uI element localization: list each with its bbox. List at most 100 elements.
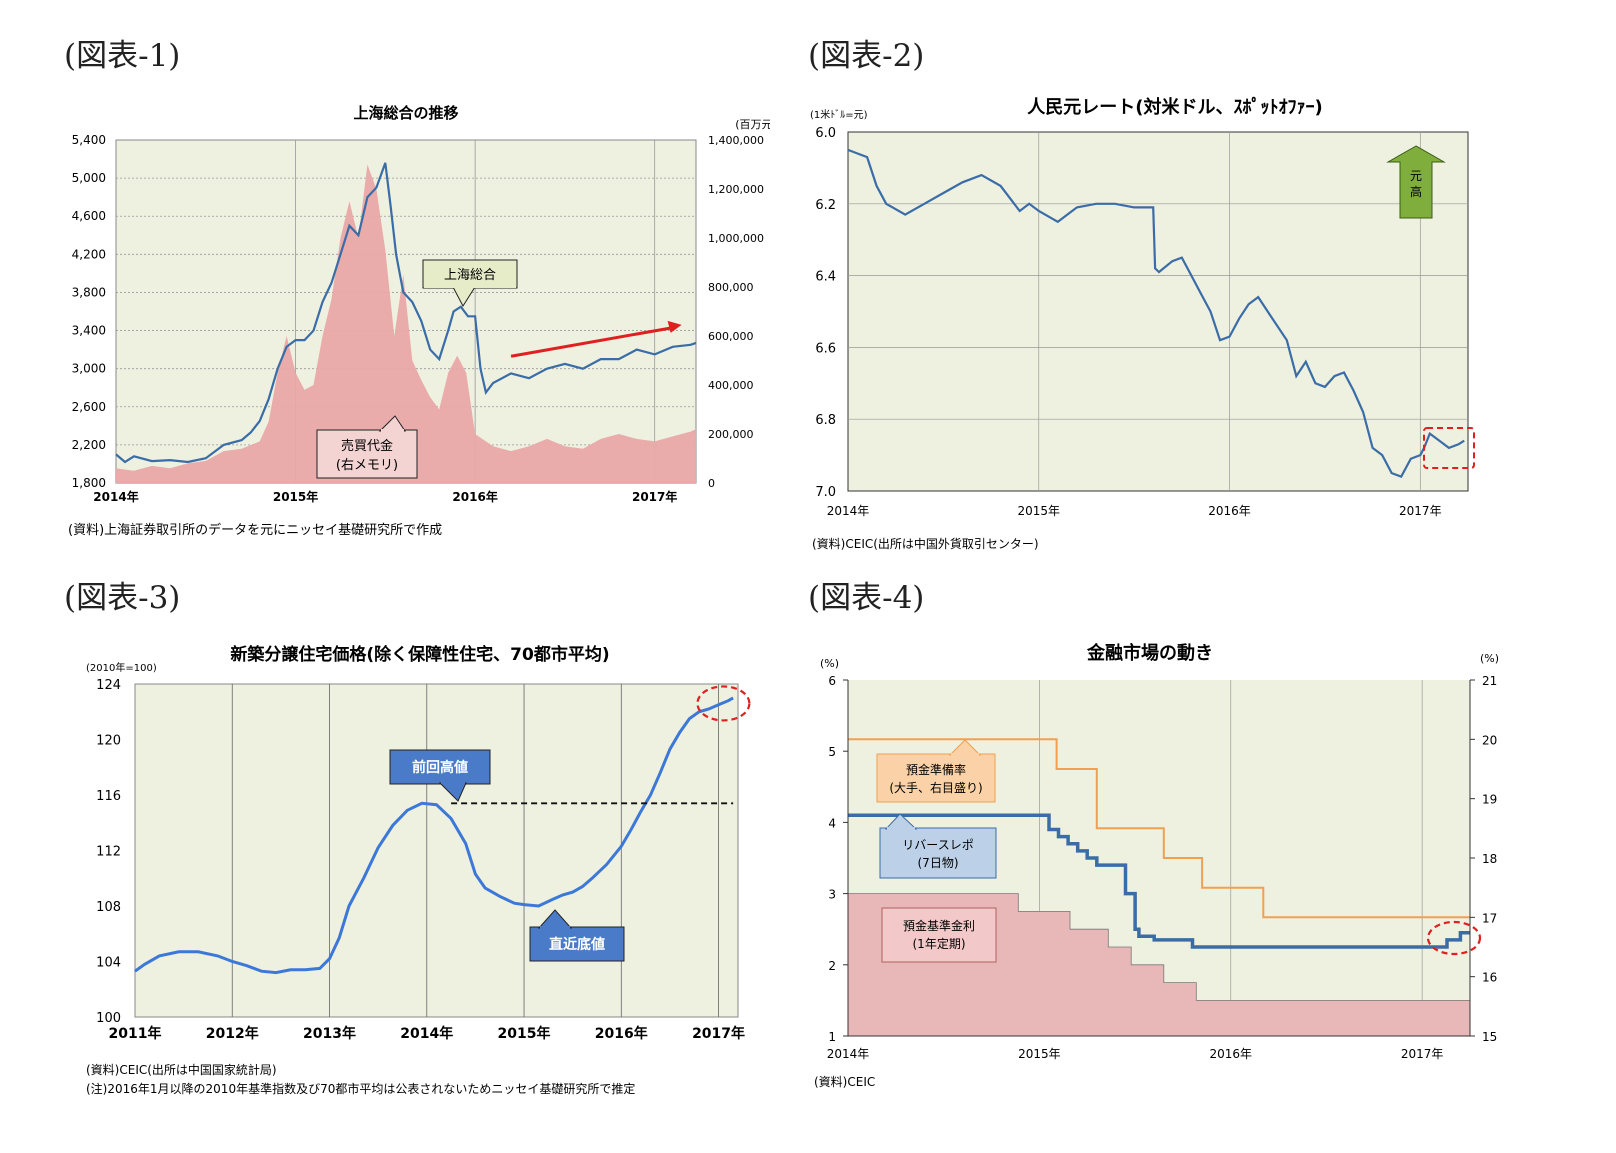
label-deposit-line-0: 預金基準金利 xyxy=(903,918,975,933)
y-tick-6: 124 xyxy=(96,678,121,693)
x-tick-3: 2017年 xyxy=(1399,504,1442,518)
y-left-tick-0: 1,800 xyxy=(72,476,106,490)
y-right-tick-0: 15 xyxy=(1482,1030,1497,1044)
y-left-tick-5: 3,800 xyxy=(72,285,106,299)
y-tick-4: 6.8 xyxy=(815,413,836,428)
y-right-tick-5: 20 xyxy=(1482,733,1497,747)
y-tick-0: 100 xyxy=(96,1011,121,1026)
recent-highlight-ellipse xyxy=(1426,920,1482,956)
x-tick-4: 2015年 xyxy=(498,1025,551,1042)
label-deposit-line-1: (1年定期) xyxy=(913,936,966,951)
chart-title: 人民元レート(対米ドル、ｽﾎﾟｯﾄｵﾌｧｰ) xyxy=(1027,96,1322,118)
y-right-tick-1: 16 xyxy=(1482,971,1497,985)
y-right-tick-2: 17 xyxy=(1482,911,1497,925)
chart-3-panel: 新築分譲住宅価格(除く保障性住宅、70都市平均) (2010年=100) 100 10… xyxy=(60,630,780,1100)
y-left-tick-2: 2,600 xyxy=(72,400,106,414)
x-tick-0: 2014年 xyxy=(93,489,138,504)
x-tick-1: 2012年 xyxy=(206,1025,259,1042)
callout-recent-low-label: 直近底値 xyxy=(549,936,605,953)
yuan-strong-label-1: 元 xyxy=(1410,169,1422,183)
label-reserve-line-1: (大手、右目盛り) xyxy=(889,780,982,795)
x-tick-1: 2015年 xyxy=(1018,1047,1061,1061)
yuan-strong-label-2: 高 xyxy=(1410,184,1422,199)
y-left-tick-3: 4 xyxy=(828,816,836,830)
callout-turnover-joint xyxy=(381,429,404,432)
shanghai-composite-chart: 上海総合の推移 (百万元) 1,800 2,200 2,600 3,000 3,400 3,8… xyxy=(68,104,770,538)
trend-arrow-shaft xyxy=(510,326,672,358)
housing-price-chart: 新築分譲住宅価格(除く保障性住宅、70都市平均) (2010年=100) 100 10… xyxy=(86,644,751,1096)
y-tick-5: 7.0 xyxy=(815,485,836,500)
y-right-tick-1: 200,000 xyxy=(708,428,754,441)
label-repo-line-0: リバースレポ xyxy=(902,838,973,852)
financial-market-chart: 金融市場の動き (%) (%) 2014年 2015年 2016年 2017年 1 2 3 4 5 6 1… xyxy=(814,642,1499,1089)
recent-highlight-ellipse xyxy=(696,685,751,722)
x-tick-2: 2013年 xyxy=(303,1025,356,1042)
y-left-tick-4: 3,400 xyxy=(72,324,106,338)
y-left-tick-9: 5,400 xyxy=(72,133,106,147)
label-repo-joint xyxy=(887,827,915,830)
y-tick-0: 6.0 xyxy=(815,126,836,141)
y-right-tick-3: 18 xyxy=(1482,852,1497,866)
y-left-tick-8: 5,000 xyxy=(72,171,106,185)
recent-highlight-box xyxy=(1423,427,1475,469)
y-left-tick-7: 4,600 xyxy=(72,209,106,223)
source-note-line-1: (注)2016年1月以降の2010年基準指数及び70都市平均は公表されないためニ… xyxy=(86,1081,635,1096)
label-reserve-line-0: 預金準備率 xyxy=(906,762,966,777)
y-left-tick-1: 2 xyxy=(828,959,836,973)
y-left-tick-3: 3,000 xyxy=(72,362,106,376)
y-right-tick-7: 1,400,000 xyxy=(708,134,764,147)
reverse-repo-line xyxy=(848,813,1470,949)
callout-previous-high-label: 前回高値 xyxy=(412,759,468,776)
chart-title: 金融市場の動き xyxy=(1086,642,1213,664)
turnover-area xyxy=(116,164,696,483)
y-tick-1: 6.2 xyxy=(815,198,836,213)
x-tick-1: 2015年 xyxy=(1017,504,1060,518)
callout-shanghai-joint xyxy=(424,285,516,288)
callout-turnover-box xyxy=(316,429,418,479)
chart-4-panel: 金融市場の動き (%) (%) 2014年 2015年 2016年 2017年 1 2 3 4 5 6 1… xyxy=(800,630,1510,1100)
y-left-tick-6: 4,200 xyxy=(72,247,106,261)
figure-3-label: (図表-3) xyxy=(64,580,181,616)
x-tick-2: 2016年 xyxy=(452,489,497,504)
y-tick-1: 104 xyxy=(96,956,121,971)
y-left-tick-1: 2,200 xyxy=(72,438,106,452)
plot-area xyxy=(134,683,739,1018)
y-tick-3: 6.6 xyxy=(815,341,836,356)
y-tick-2: 6.4 xyxy=(815,270,836,285)
y-tick-2: 108 xyxy=(96,900,121,915)
y-right-tick-5: 1,000,000 xyxy=(708,232,764,245)
x-tick-2: 2016年 xyxy=(1209,1047,1252,1061)
label-repo-line-1: (7日物) xyxy=(918,856,959,870)
source-note: (資料)CEIC xyxy=(814,1075,875,1089)
callout-recent-low-joint xyxy=(540,926,570,929)
x-tick-2: 2016年 xyxy=(1208,504,1251,518)
label-reserve-box xyxy=(876,753,996,803)
unit-label: (2010年=100) xyxy=(86,661,157,674)
label-deposit-box xyxy=(881,907,997,963)
x-tick-3: 2014年 xyxy=(400,1025,453,1042)
left-unit: (%) xyxy=(820,657,839,670)
figure-4-label: (図表-4) xyxy=(808,580,925,616)
callout-turnover-line-1: (右メモリ) xyxy=(336,458,398,473)
shanghai-composite-line xyxy=(115,162,697,464)
y-right-tick-3: 600,000 xyxy=(708,330,754,343)
x-tick-5: 2016年 xyxy=(595,1025,648,1042)
y-right-tick-6: 21 xyxy=(1482,674,1497,688)
y-tick-5: 120 xyxy=(96,734,121,749)
label-repo-box xyxy=(879,827,997,879)
chart-2-panel: 人民元レート(対米ドル、ｽﾎﾟｯﾄｵﾌｧｰ) (1米ﾄﾞﾙ=元) 6.0 6.2 6.4… xyxy=(800,88,1500,560)
chart-title: 新築分譲住宅価格(除く保障性住宅、70都市平均) xyxy=(230,644,609,665)
y-right-tick-0: 0 xyxy=(708,477,715,490)
callout-shanghai-label: 上海総合 xyxy=(444,268,496,283)
callout-previous-high-joint xyxy=(441,781,465,784)
y-right-tick-2: 400,000 xyxy=(708,379,754,392)
y-tick-3: 112 xyxy=(96,845,121,860)
x-tick-3: 2017年 xyxy=(1401,1047,1444,1061)
figure-2-label: (図表-2) xyxy=(808,38,925,74)
right-unit: (%) xyxy=(1480,652,1499,665)
y-right-tick-6: 1,200,000 xyxy=(708,183,764,196)
callout-previous-high-box xyxy=(389,749,491,785)
x-tick-0: 2014年 xyxy=(827,504,870,518)
source-note: (資料)上海証券取引所のデータを元にニッセイ基礎研究所で作成 xyxy=(68,522,442,538)
x-tick-1: 2015年 xyxy=(273,489,318,504)
